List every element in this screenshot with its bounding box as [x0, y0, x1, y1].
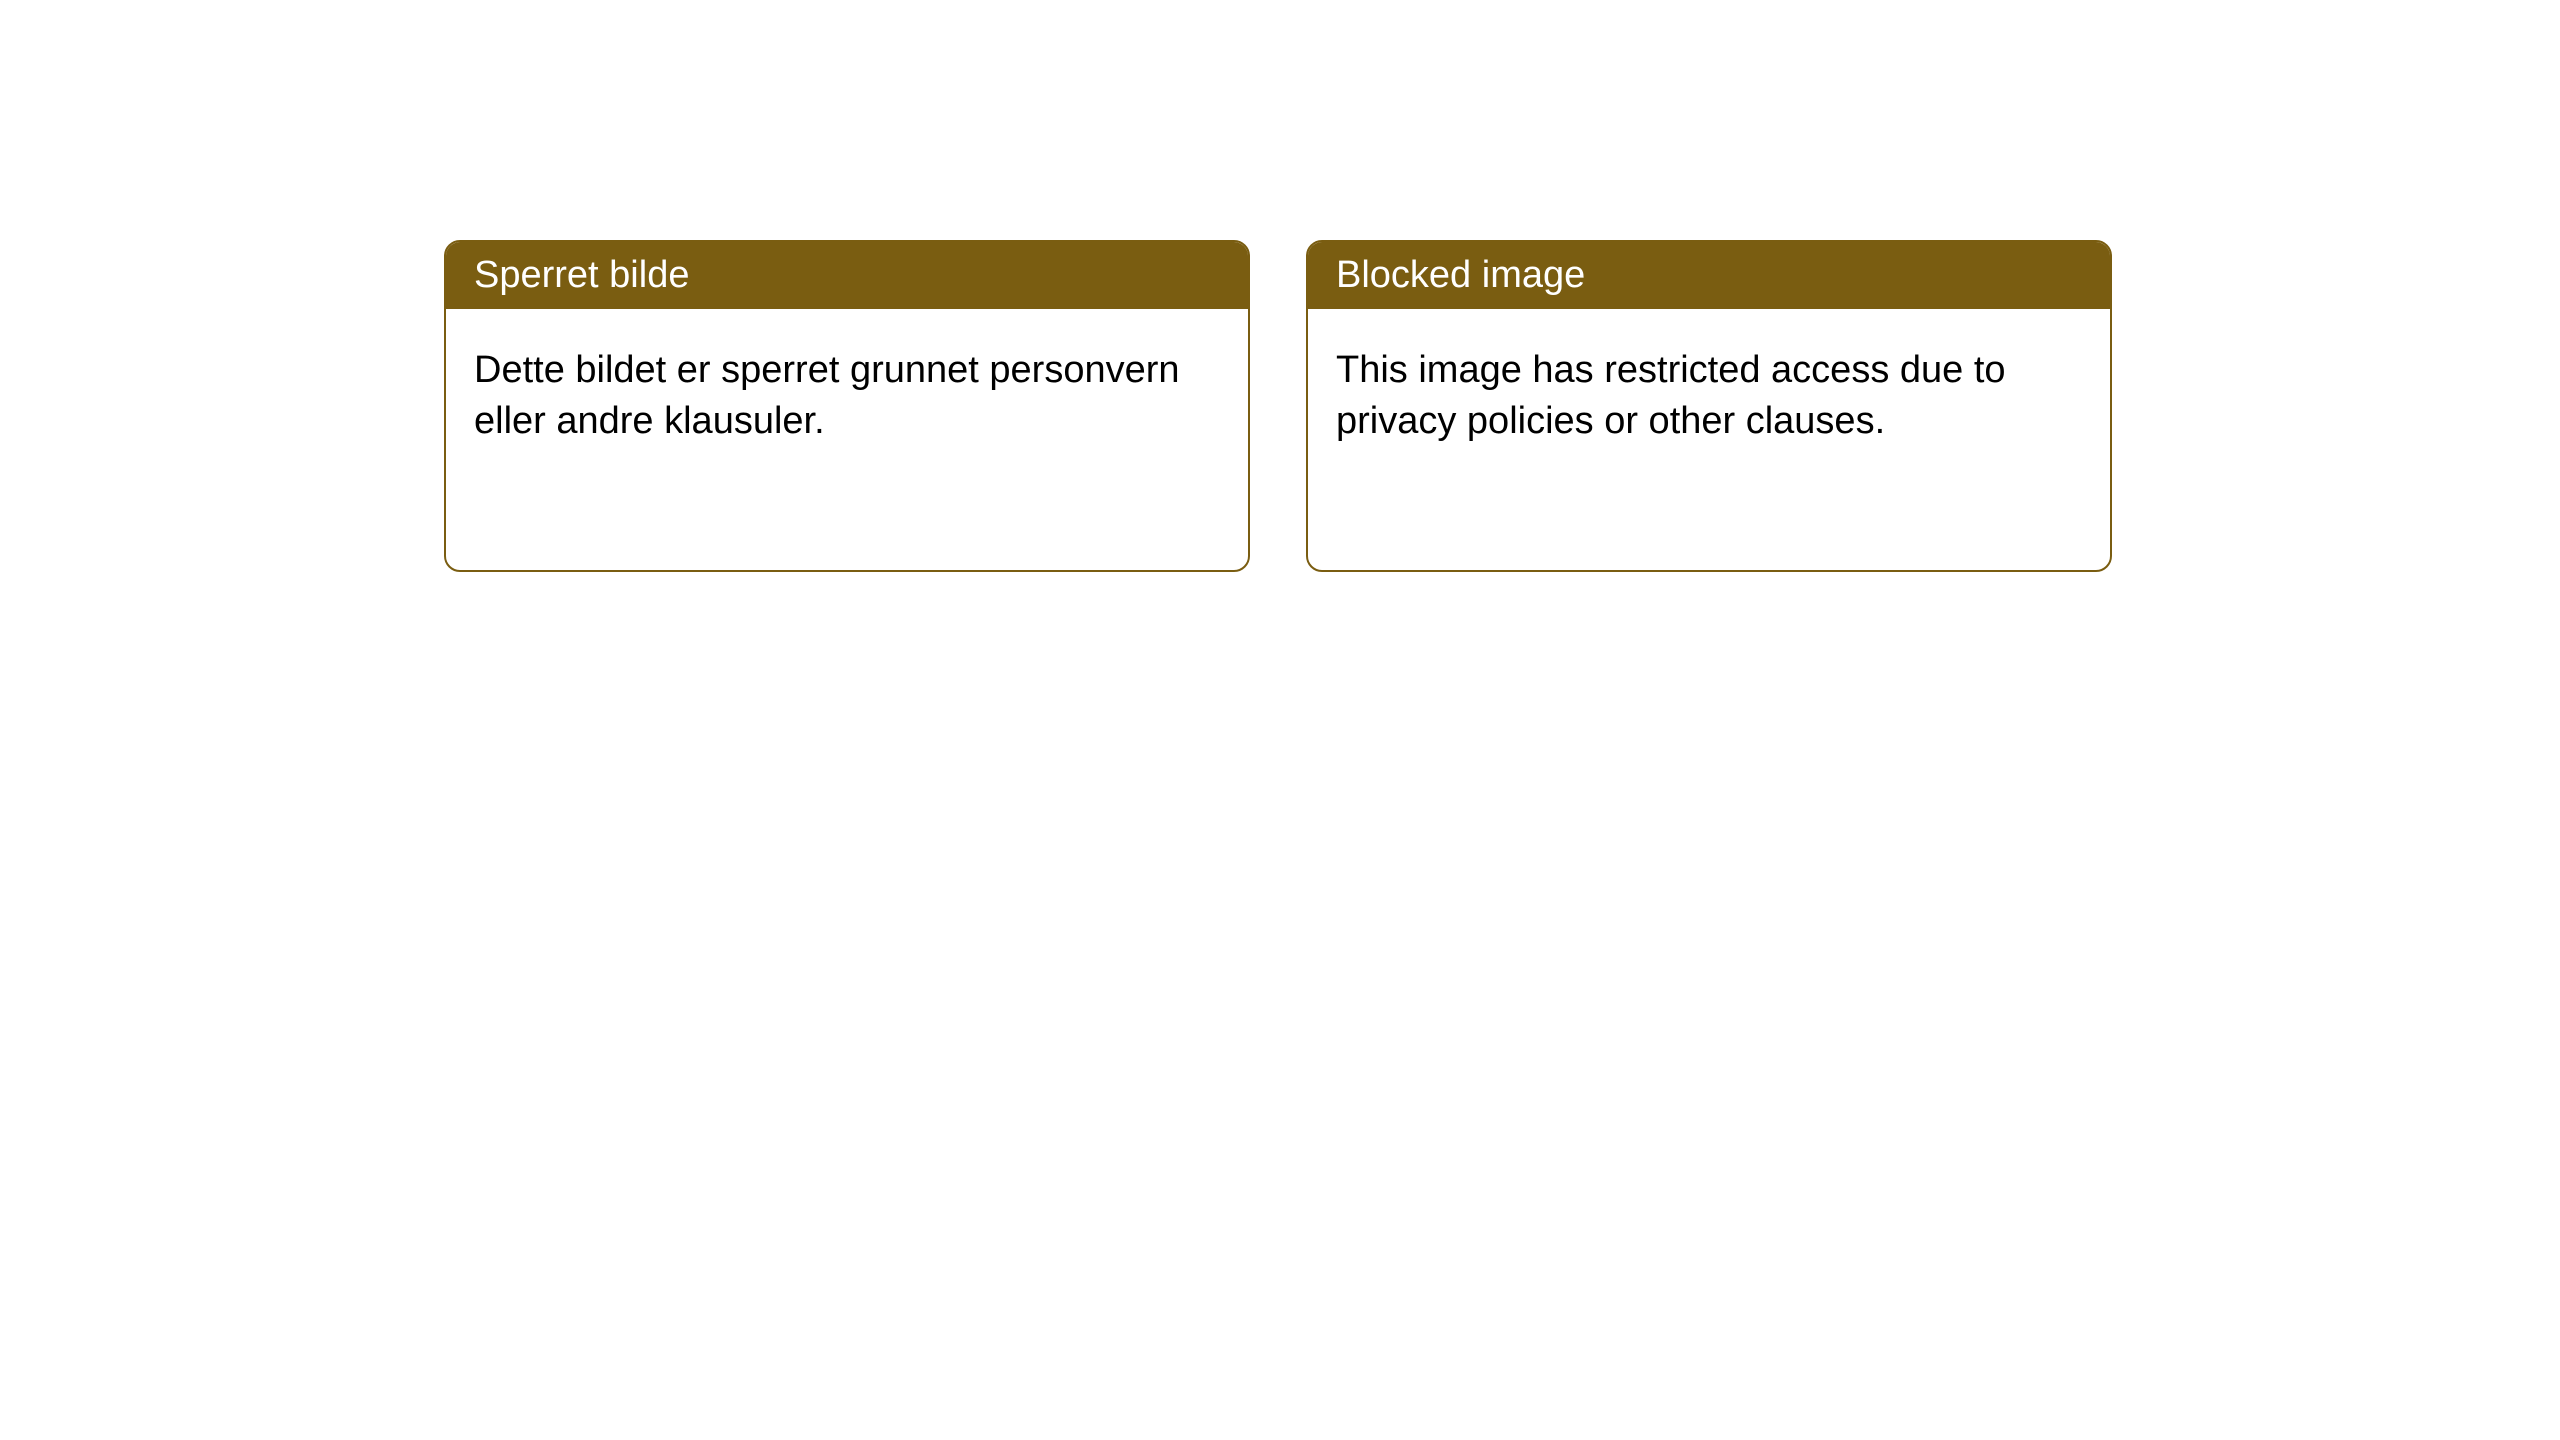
notice-card-english: Blocked image This image has restricted …: [1306, 240, 2112, 572]
notice-cards-container: Sperret bilde Dette bildet er sperret gr…: [444, 240, 2112, 572]
notice-card-norwegian: Sperret bilde Dette bildet er sperret gr…: [444, 240, 1250, 572]
card-body-norwegian: Dette bildet er sperret grunnet personve…: [446, 309, 1248, 484]
card-title-norwegian: Sperret bilde: [446, 242, 1248, 309]
card-title-english: Blocked image: [1308, 242, 2110, 309]
card-body-english: This image has restricted access due to …: [1308, 309, 2110, 484]
